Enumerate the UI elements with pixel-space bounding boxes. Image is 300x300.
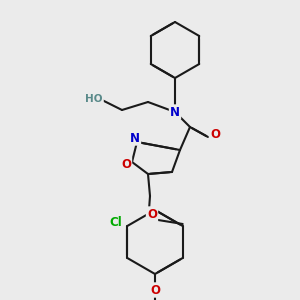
Text: HO: HO — [85, 94, 103, 104]
Text: O: O — [121, 158, 131, 170]
Text: Cl: Cl — [109, 217, 122, 230]
Text: N: N — [130, 131, 140, 145]
Text: O: O — [210, 128, 220, 142]
Text: N: N — [170, 106, 180, 118]
Text: O: O — [150, 284, 160, 296]
Text: O: O — [147, 208, 157, 220]
